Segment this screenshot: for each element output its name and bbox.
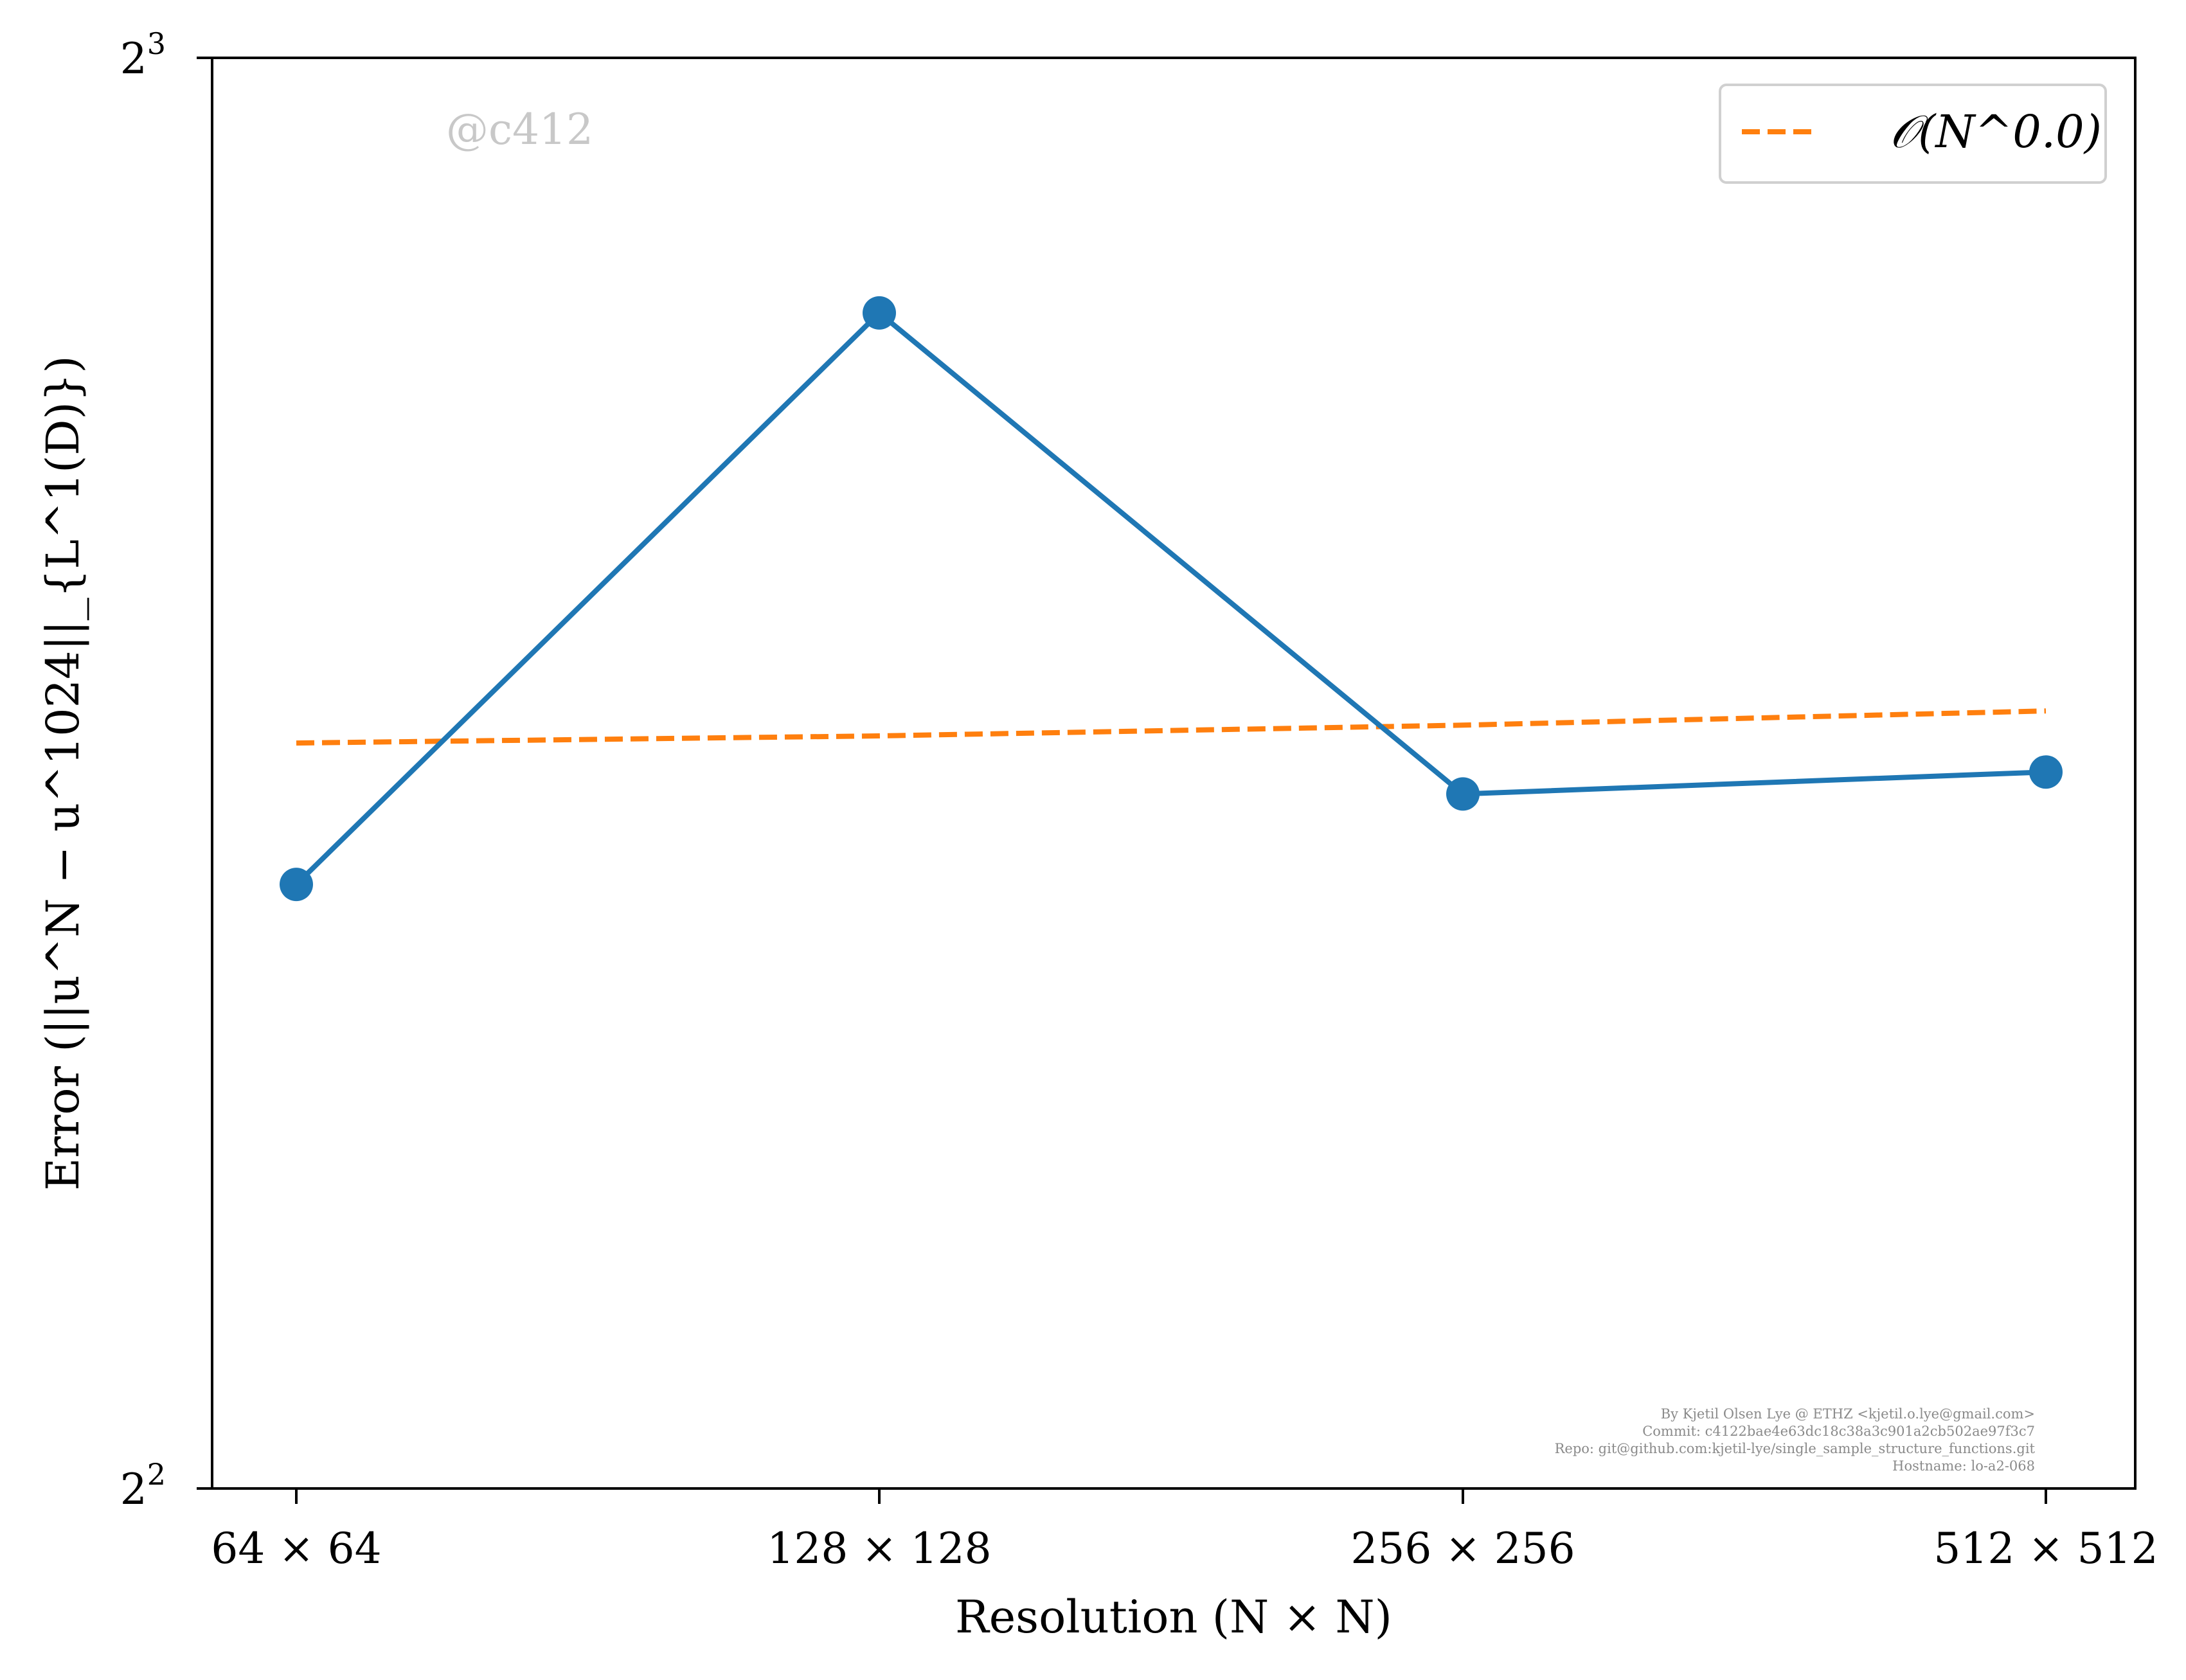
legend-label: 𝒪(N^0.0)	[1890, 105, 2102, 158]
x-tick-label: 256 × 256	[1350, 1524, 1575, 1573]
x-tick-label: 128 × 128	[767, 1524, 991, 1573]
reference-line	[296, 708, 2047, 746]
data-point	[2029, 755, 2063, 789]
footer-line-commit: Commit: c4122bae4e63dc18c38a3c901a2cb502…	[1642, 1424, 2035, 1439]
axes-frame	[211, 57, 2137, 1490]
x-axis: 64 × 64 128 × 128 256 × 256 512 × 512	[211, 1488, 2158, 1573]
y-tick-exponent: 3	[147, 26, 166, 61]
watermark: @c412	[446, 105, 593, 154]
x-tick-label: 64 × 64	[211, 1524, 381, 1573]
y-tick-exponent: 2	[147, 1457, 166, 1492]
data-point	[863, 296, 896, 330]
x-axis-label: Resolution (N × N)	[955, 1591, 1392, 1643]
y-tick-label: 22	[120, 1457, 166, 1514]
x-tick-label: 512 × 512	[1933, 1524, 2158, 1573]
footer-credits: By Kjetil Olsen Lye @ ETHZ <kjetil.o.lye…	[1555, 1406, 2036, 1474]
legend-box	[1719, 84, 2107, 184]
footer-line-author: By Kjetil Olsen Lye @ ETHZ <kjetil.o.lye…	[1661, 1406, 2035, 1422]
y-tick-label: 23	[120, 26, 166, 84]
footer-line-repo: Repo: git@github.com:kjetil-lye/single_s…	[1555, 1441, 2036, 1456]
data-point	[280, 868, 313, 902]
footer-line-hostname: Hostname: lo-a2-068	[1892, 1458, 2035, 1474]
plot-area	[280, 296, 2063, 902]
series-line	[294, 310, 2047, 886]
data-point	[1446, 777, 1480, 811]
legend: 𝒪(N^0.0)	[1719, 84, 2107, 184]
y-axis-label: Error (||u^N − u^1024||_{L^1(D)})	[37, 355, 89, 1190]
